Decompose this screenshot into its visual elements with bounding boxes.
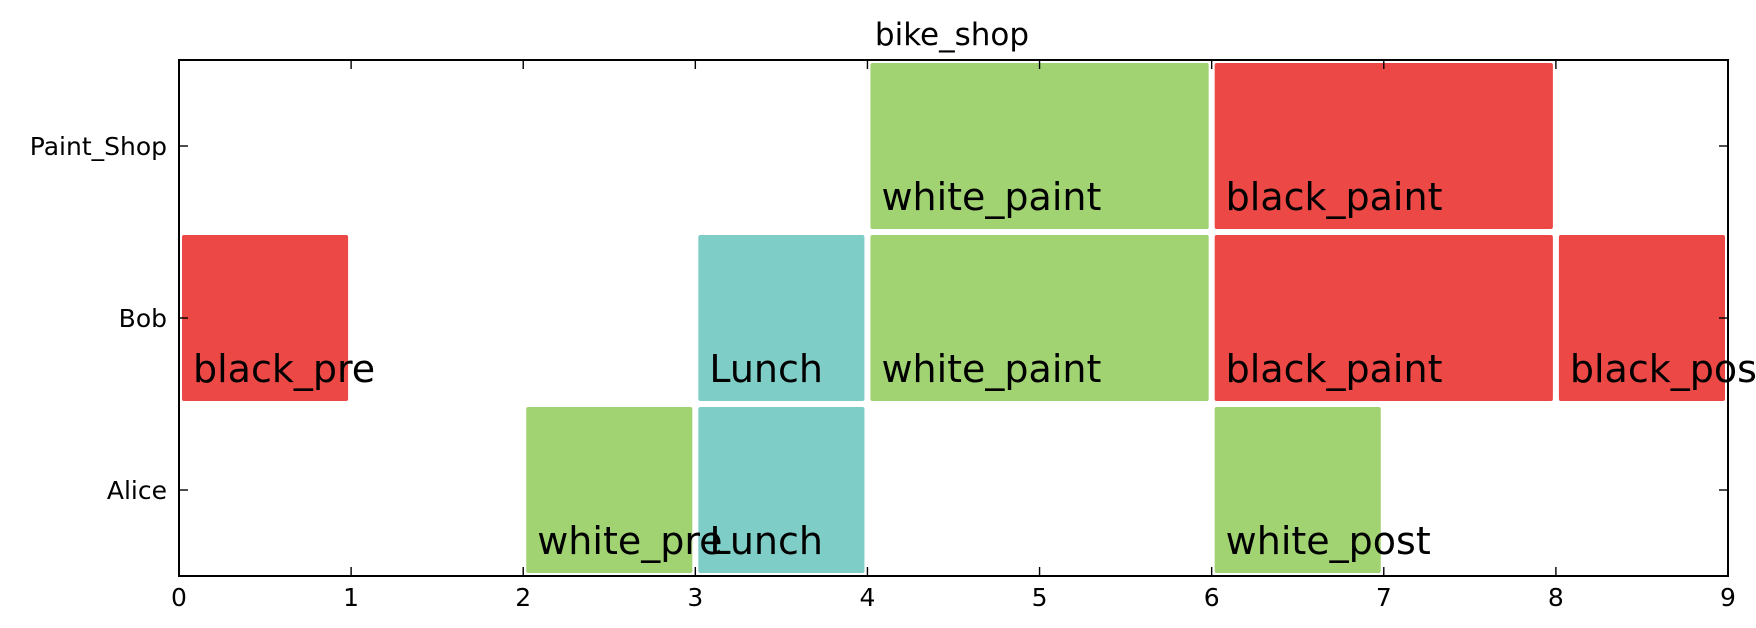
task-label: white_post	[1226, 519, 1431, 563]
task-bar	[870, 63, 1209, 229]
x-tick-label: 6	[1204, 583, 1220, 612]
x-tick-label: 2	[515, 583, 531, 612]
task-label: white_paint	[881, 175, 1101, 219]
axis-ticks-layer: 0 1 2 3 4 5 6 7 8 9 Paint_Shop Bob Alice	[30, 60, 1736, 612]
task-bar	[526, 407, 693, 573]
x-tick-label: 5	[1032, 583, 1048, 612]
task-bar	[698, 235, 865, 401]
task-bar	[1214, 63, 1553, 229]
x-tick-label: 0	[171, 583, 187, 612]
task-bar	[1214, 235, 1553, 401]
x-tick-label: 1	[343, 583, 359, 612]
task-bar	[182, 235, 349, 401]
task-label: white_paint	[881, 347, 1101, 391]
chart-title: bike_shop	[875, 17, 1029, 53]
bars-layer	[182, 63, 1725, 573]
task-label: Lunch	[709, 519, 823, 563]
task-bar	[1558, 235, 1725, 401]
task-label: black_pre	[193, 347, 375, 391]
task-bar	[870, 235, 1209, 401]
task-label: black_post	[1570, 347, 1756, 391]
task-bar	[698, 407, 865, 573]
task-label: Lunch	[709, 347, 823, 391]
x-tick-label: 7	[1376, 583, 1392, 612]
y-tick-label: Bob	[119, 304, 167, 333]
task-label: black_paint	[1226, 347, 1443, 391]
x-tick-label: 4	[859, 583, 875, 612]
task-label: white_pre	[537, 519, 722, 563]
x-tick-label: 8	[1548, 583, 1564, 612]
y-tick-label: Alice	[107, 476, 167, 505]
task-label: black_paint	[1226, 175, 1443, 219]
x-tick-label: 3	[687, 583, 703, 612]
y-tick-label: Paint_Shop	[30, 132, 167, 161]
plot-frame	[178, 59, 1729, 577]
x-tick-label: 9	[1720, 583, 1736, 612]
task-bar	[1214, 407, 1381, 573]
